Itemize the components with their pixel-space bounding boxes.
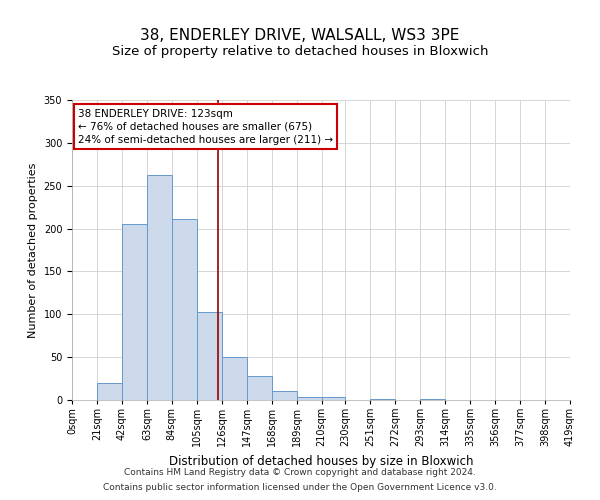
Bar [370, 399, 395, 400]
Bar [172, 219, 197, 400]
Bar [197, 312, 222, 400]
X-axis label: Distribution of detached houses by size in Bloxwich: Distribution of detached houses by size … [169, 455, 473, 468]
Text: Contains public sector information licensed under the Open Government Licence v3: Contains public sector information licen… [103, 483, 497, 492]
Bar [420, 399, 445, 400]
Y-axis label: Number of detached properties: Number of detached properties [28, 162, 38, 338]
Text: Size of property relative to detached houses in Bloxwich: Size of property relative to detached ho… [112, 45, 488, 58]
Bar [296, 398, 322, 400]
Text: Contains HM Land Registry data © Crown copyright and database right 2024.: Contains HM Land Registry data © Crown c… [124, 468, 476, 477]
Text: 38 ENDERLEY DRIVE: 123sqm
← 76% of detached houses are smaller (675)
24% of semi: 38 ENDERLEY DRIVE: 123sqm ← 76% of detac… [78, 108, 333, 145]
Bar [147, 174, 172, 400]
Bar [97, 383, 122, 400]
Bar [247, 376, 272, 400]
Bar [272, 392, 296, 400]
Bar [222, 357, 247, 400]
Text: 38, ENDERLEY DRIVE, WALSALL, WS3 3PE: 38, ENDERLEY DRIVE, WALSALL, WS3 3PE [140, 28, 460, 42]
Bar [122, 224, 147, 400]
Bar [322, 398, 346, 400]
